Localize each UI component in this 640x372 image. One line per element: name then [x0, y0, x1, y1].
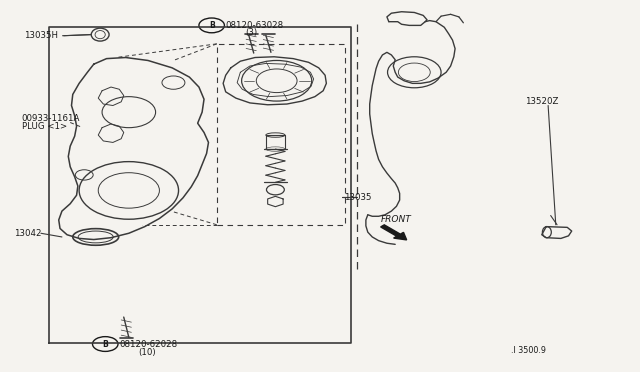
Text: 08120-63028: 08120-63028 — [226, 21, 284, 30]
Text: PLUG <1>: PLUG <1> — [22, 122, 67, 131]
Text: .l 3500.9: .l 3500.9 — [511, 346, 546, 355]
Text: (3): (3) — [245, 28, 257, 37]
Text: (10): (10) — [138, 348, 156, 357]
FancyArrow shape — [381, 225, 406, 240]
Text: 08120-62028: 08120-62028 — [119, 340, 177, 349]
Text: FRONT: FRONT — [381, 215, 412, 224]
Text: 13035H: 13035H — [24, 31, 58, 40]
Text: 13042: 13042 — [14, 229, 42, 238]
Text: B: B — [102, 340, 108, 349]
Text: 13035: 13035 — [344, 193, 372, 202]
Text: B: B — [209, 21, 214, 30]
Text: 13520Z: 13520Z — [525, 97, 559, 106]
Text: 00933-1161A: 00933-1161A — [22, 114, 80, 123]
